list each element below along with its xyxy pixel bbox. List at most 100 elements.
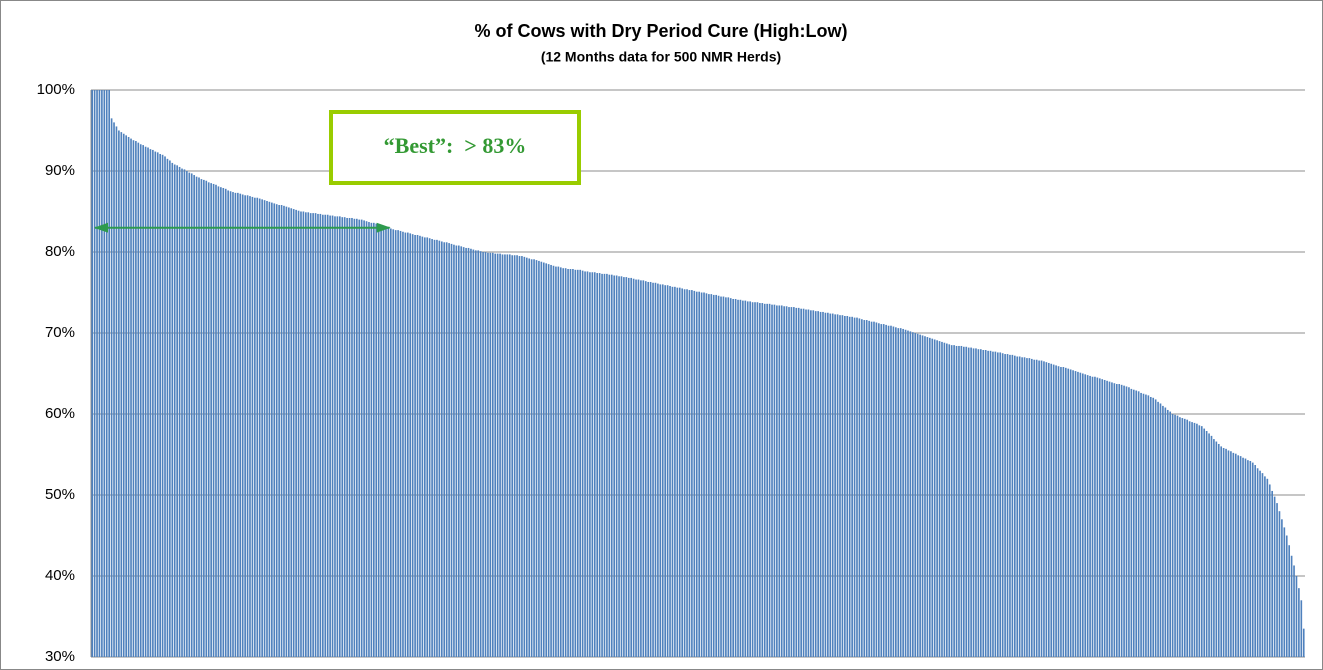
- chart-subtitle: (12 Months data for 500 NMR Herds): [541, 49, 781, 65]
- bar: [166, 158, 169, 657]
- bar: [897, 328, 900, 657]
- bar: [955, 345, 958, 657]
- bar: [1208, 433, 1210, 657]
- bar: [642, 280, 645, 657]
- bar: [462, 247, 465, 657]
- bar: [288, 207, 290, 657]
- bar: [933, 339, 936, 657]
- bar: [608, 274, 611, 657]
- bar: [135, 141, 137, 657]
- bar: [1023, 357, 1026, 657]
- bar: [1222, 448, 1225, 657]
- y-tick-label: 80%: [45, 243, 75, 260]
- bar: [1147, 395, 1150, 657]
- bar: [858, 318, 861, 657]
- bar: [402, 231, 404, 657]
- bar: [1174, 414, 1176, 657]
- bar: [545, 263, 548, 657]
- bar: [1179, 417, 1181, 657]
- bar: [346, 217, 348, 658]
- bar: [936, 340, 938, 657]
- bar: [759, 303, 761, 657]
- bar: [1285, 535, 1288, 657]
- bar: [1101, 379, 1104, 657]
- bar: [732, 298, 734, 657]
- bar: [127, 136, 130, 658]
- bar: [965, 346, 968, 657]
- bar: [1026, 358, 1028, 657]
- bar: [865, 320, 868, 657]
- bar: [576, 269, 579, 657]
- bar: [778, 305, 781, 657]
- bar: [1302, 628, 1305, 657]
- bar: [555, 266, 557, 657]
- bar: [421, 236, 424, 658]
- bar: [198, 177, 200, 658]
- bar: [348, 217, 351, 658]
- bar: [584, 271, 586, 657]
- bar: [999, 352, 1002, 657]
- bar: [309, 213, 312, 657]
- bar: [686, 289, 688, 657]
- bar: [431, 239, 433, 658]
- bar: [856, 317, 858, 657]
- bar: [1113, 383, 1116, 657]
- bar: [1154, 399, 1157, 657]
- bar: [1094, 376, 1096, 657]
- bar: [436, 239, 438, 657]
- bar: [181, 168, 183, 657]
- bar: [1077, 371, 1079, 657]
- bar: [98, 90, 101, 657]
- bar: [720, 296, 722, 657]
- bar: [819, 311, 822, 657]
- bar: [705, 293, 708, 657]
- bar: [683, 289, 686, 657]
- bar: [579, 269, 582, 657]
- bar: [302, 211, 305, 657]
- y-tick-label: 60%: [45, 405, 75, 422]
- bar: [1045, 362, 1048, 657]
- bar: [484, 252, 487, 657]
- bar: [465, 247, 467, 657]
- bar: [581, 270, 584, 657]
- annotation-text: “Best”: > 83%: [384, 133, 527, 158]
- bar: [824, 312, 827, 657]
- bar: [428, 238, 431, 658]
- bar: [688, 290, 691, 657]
- bar: [909, 331, 912, 657]
- bar: [1108, 381, 1111, 657]
- bar: [438, 240, 441, 657]
- bar: [1084, 374, 1087, 657]
- bar: [989, 350, 992, 657]
- bar: [176, 165, 178, 657]
- bar: [598, 273, 601, 657]
- bar: [1196, 423, 1198, 657]
- bar: [307, 212, 310, 657]
- bar: [1089, 375, 1091, 657]
- bar: [254, 197, 256, 658]
- bar: [1118, 384, 1121, 657]
- bar: [606, 273, 608, 657]
- bar: [246, 195, 249, 658]
- bar: [613, 275, 616, 657]
- bar: [268, 201, 271, 657]
- bar: [334, 216, 336, 658]
- bar: [217, 186, 220, 657]
- bar: [1198, 425, 1201, 657]
- bar: [426, 237, 429, 658]
- bar: [416, 234, 419, 658]
- bar: [822, 311, 824, 657]
- bar: [783, 306, 785, 657]
- bar: [1225, 448, 1227, 657]
- bar: [868, 320, 870, 657]
- bar: [1057, 366, 1060, 657]
- bar: [305, 212, 307, 657]
- bar: [1239, 456, 1242, 657]
- bar: [887, 325, 890, 657]
- bar: [156, 152, 159, 657]
- bar: [1188, 421, 1191, 657]
- bar: [977, 349, 980, 657]
- bar: [657, 283, 659, 657]
- bar: [875, 322, 878, 657]
